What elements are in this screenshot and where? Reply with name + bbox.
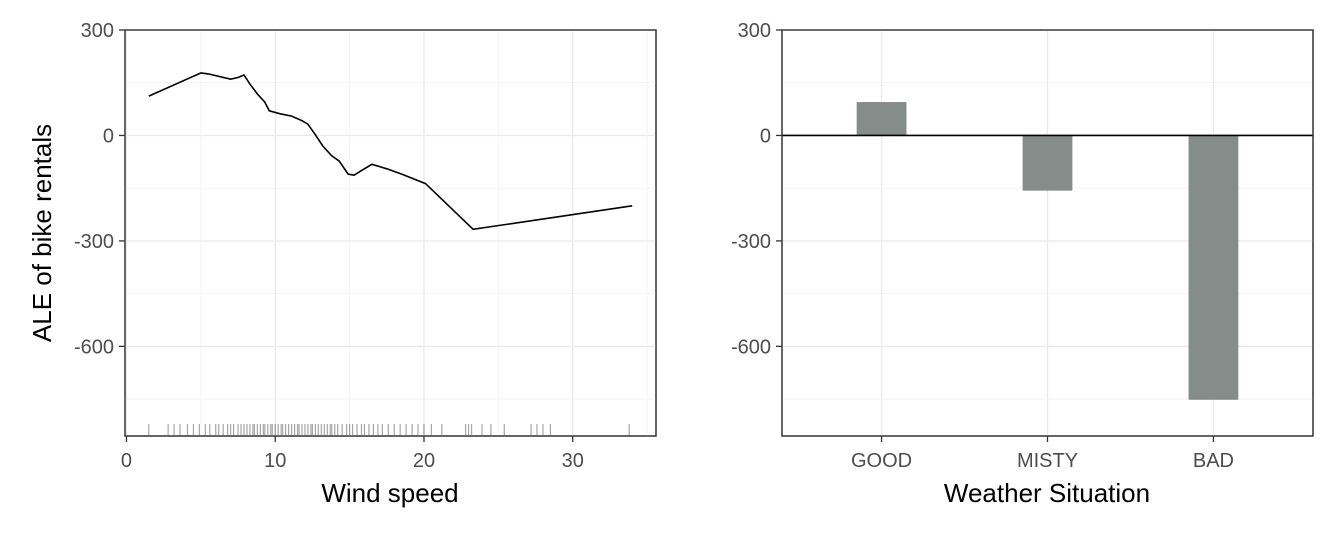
y-tick-label: -300 xyxy=(74,231,114,253)
weather-situation-panel: 300 0 -300 -600 GOOD MISTY BAD Weather Situat… xyxy=(731,20,1314,508)
x-tick-label: 10 xyxy=(264,450,286,472)
y-tick-label: 300 xyxy=(81,20,114,42)
bar-good xyxy=(856,102,907,136)
x-tick-label: 0 xyxy=(121,450,132,472)
y-tick-label: 300 xyxy=(738,20,771,42)
y-tick-label: 0 xyxy=(103,125,114,147)
wind-speed-rug xyxy=(148,424,630,435)
wind-speed-y-axis: 300 0 -300 -600 xyxy=(74,20,125,358)
category-label: BAD xyxy=(1193,450,1234,472)
y-tick-label: -600 xyxy=(731,336,771,358)
y-tick-label: -300 xyxy=(731,231,771,253)
y-tick-label: -600 xyxy=(74,336,114,358)
weather-situation-x-axis-title: Weather Situation xyxy=(944,478,1150,508)
ale-line-series xyxy=(148,72,633,231)
bar-bad xyxy=(1188,135,1239,400)
weather-situation-x-axis: GOOD MISTY BAD xyxy=(851,436,1234,472)
wind-speed-plot-area xyxy=(124,29,657,437)
category-label: MISTY xyxy=(1017,450,1078,472)
bar-misty xyxy=(1022,135,1073,191)
x-tick-label: 30 xyxy=(562,450,584,472)
weather-situation-bars xyxy=(856,102,1239,400)
weather-situation-y-axis: 300 0 -300 -600 xyxy=(731,20,782,358)
y-axis-title: ALE of bike rentals xyxy=(27,124,57,342)
x-tick-label: 20 xyxy=(413,450,435,472)
category-label: GOOD xyxy=(851,450,912,472)
wind-speed-panel: 300 0 -300 -600 0 10 20 30 Wind speed ALE of b… xyxy=(27,20,657,508)
wind-speed-panel-border xyxy=(124,29,657,437)
y-tick-label: 0 xyxy=(760,125,771,147)
wind-speed-x-axis: 0 10 20 30 xyxy=(121,436,584,472)
wind-speed-x-axis-title: Wind speed xyxy=(321,478,458,508)
